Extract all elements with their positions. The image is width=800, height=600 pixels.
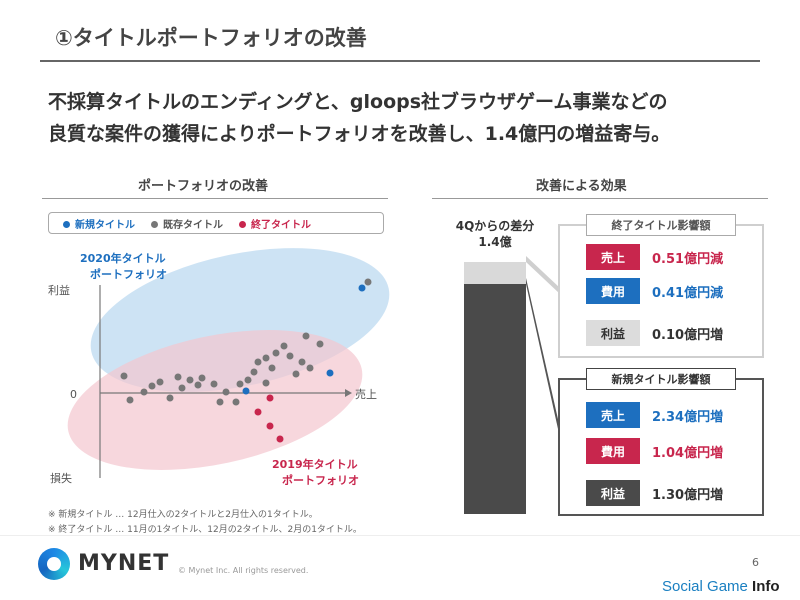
legend-ended: 終了タイトル	[239, 216, 311, 231]
connector-lines	[526, 256, 560, 438]
page-title: ①タイトルポートフォリオの改善	[55, 26, 367, 50]
legend-new: 新規タイトル	[63, 216, 135, 231]
new-cost-row: 費用 1.04億円増	[586, 438, 723, 464]
ended-sales-row: 売上 0.51億円減	[586, 244, 723, 270]
ended-box-title: 終了タイトル影響額	[586, 214, 736, 236]
portfolio-scatter: 利益 損失 0 売上 2020年タイトル ポートフォリオ 2019年タイトル ポ…	[48, 248, 390, 487]
ellipse-2020-label-2: ポートフォリオ	[90, 267, 167, 281]
legend-existing: 既存タイトル	[151, 216, 223, 231]
ended-points	[254, 394, 284, 443]
new-profit-row: 利益 1.30億円増	[586, 480, 723, 506]
existing-points	[120, 278, 372, 406]
ended-cost-row: 費用 0.41億円減	[586, 278, 723, 304]
scatter-legend: 新規タイトル 既存タイトル 終了タイトル	[48, 212, 384, 234]
lead-text: 不採算タイトルのエンディングと、gloops社ブラウザゲーム事業などの 良質な案…	[48, 86, 768, 150]
mynet-logo-icon	[38, 548, 70, 580]
y-axis-bottom-label: 損失	[50, 471, 72, 485]
x-axis-label: 売上	[355, 388, 377, 401]
ellipse-2019-label-1: 2019年タイトル	[272, 457, 358, 471]
ended-profit-row: 利益 0.10億円増	[586, 320, 723, 346]
lead-line-1: 不採算タイトルのエンディングと、gloops社ブラウザゲーム事業などの	[48, 91, 668, 113]
watermark: Social Game Info	[662, 578, 780, 595]
diff-label: 4Qからの差分 1.4億	[455, 219, 535, 249]
effect-heading: 改善による効果	[536, 179, 627, 194]
diff-bar-base	[464, 284, 526, 514]
ellipse-2019-label-2: ポートフォリオ	[282, 473, 359, 487]
mynet-logo-text: MYNET	[78, 551, 170, 576]
portfolio-heading: ポートフォリオの改善	[138, 179, 269, 194]
page-number: 6	[752, 556, 759, 569]
effect-heading-rule	[432, 198, 768, 199]
new-box-title: 新規タイトル影響額	[586, 368, 736, 390]
new-points	[242, 284, 366, 395]
footnote-new: ※ 新規タイトル … 12月仕入の2タイトルと2月仕入の1タイトル。	[48, 510, 318, 520]
copyright: © Mynet Inc. All rights reserved.	[178, 566, 309, 575]
new-sales-row: 売上 2.34億円増	[586, 402, 723, 428]
diff-bar-increment	[464, 262, 526, 284]
title-divider	[40, 60, 760, 62]
ended-title-impact-box: 終了タイトル影響額 売上 0.51億円減 費用 0.41億円減 利益 0.10億…	[558, 214, 764, 358]
y-axis-top-label: 利益	[48, 283, 70, 297]
ellipse-2020-label-1: 2020年タイトル	[80, 251, 166, 265]
origin-label: 0	[70, 388, 77, 401]
ellipse-2019	[67, 330, 363, 470]
new-title-impact-box: 新規タイトル影響額 売上 2.34億円増 費用 1.04億円増 利益 1.30億…	[558, 368, 764, 516]
footnote-ended: ※ 終了タイトル … 11月の1タイトル、12月の2タイトル、2月の1タイトル。	[48, 525, 362, 535]
portfolio-heading-rule	[42, 198, 388, 199]
lead-line-2: 良質な案件の獲得によりポートフォリオを改善し、1.4億円の増益寄与。	[48, 123, 671, 145]
x-axis-arrow	[345, 389, 352, 397]
footer	[0, 535, 800, 600]
